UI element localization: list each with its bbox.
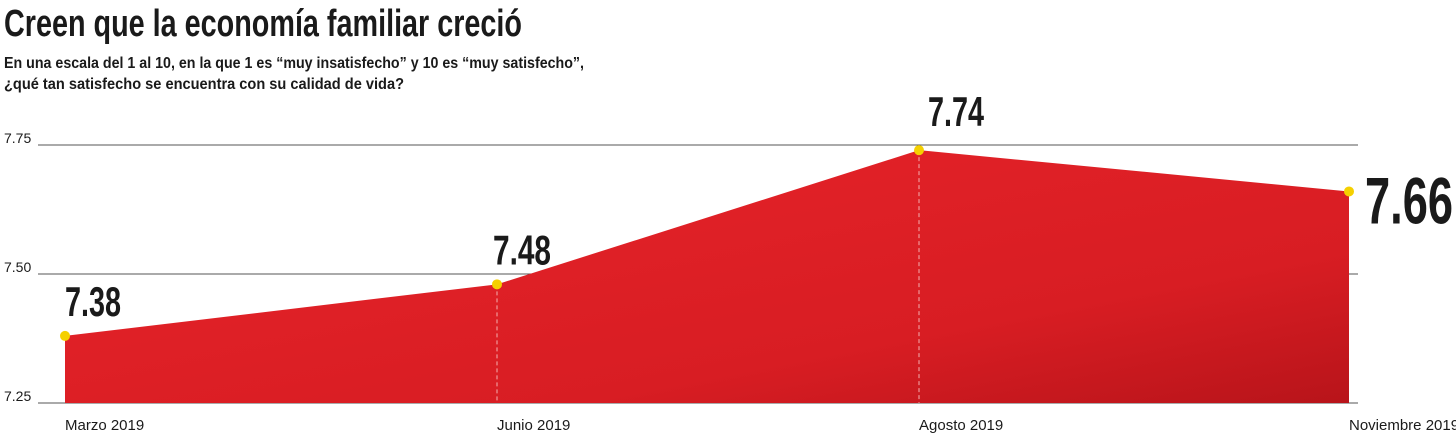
y-tick-label: 7.25 [4, 388, 31, 404]
data-point [60, 330, 70, 341]
x-tick-label: Noviembre 2019 [1349, 417, 1456, 434]
x-tick-label: Marzo 2019 [65, 417, 144, 434]
data-label: 7.66 [1365, 163, 1453, 237]
y-tick-label: 7.75 [4, 130, 31, 146]
data-label: 7.38 [65, 278, 121, 325]
area [65, 150, 1349, 403]
data-point [914, 145, 924, 156]
x-tick-label: Agosto 2019 [919, 417, 1003, 434]
data-point [1344, 186, 1354, 197]
y-tick-label: 7.50 [4, 259, 31, 275]
subtitle: ¿qué tan satisfecho se encuentra con su … [4, 76, 404, 93]
data-point [492, 279, 502, 290]
subtitle: En una escala del 1 al 10, en la que 1 e… [4, 55, 584, 72]
data-label: 7.74 [928, 88, 984, 135]
x-tick-label: Junio 2019 [497, 417, 570, 434]
chart-title: Creen que la economía familiar creció [4, 3, 522, 45]
data-label: 7.48 [493, 226, 551, 273]
